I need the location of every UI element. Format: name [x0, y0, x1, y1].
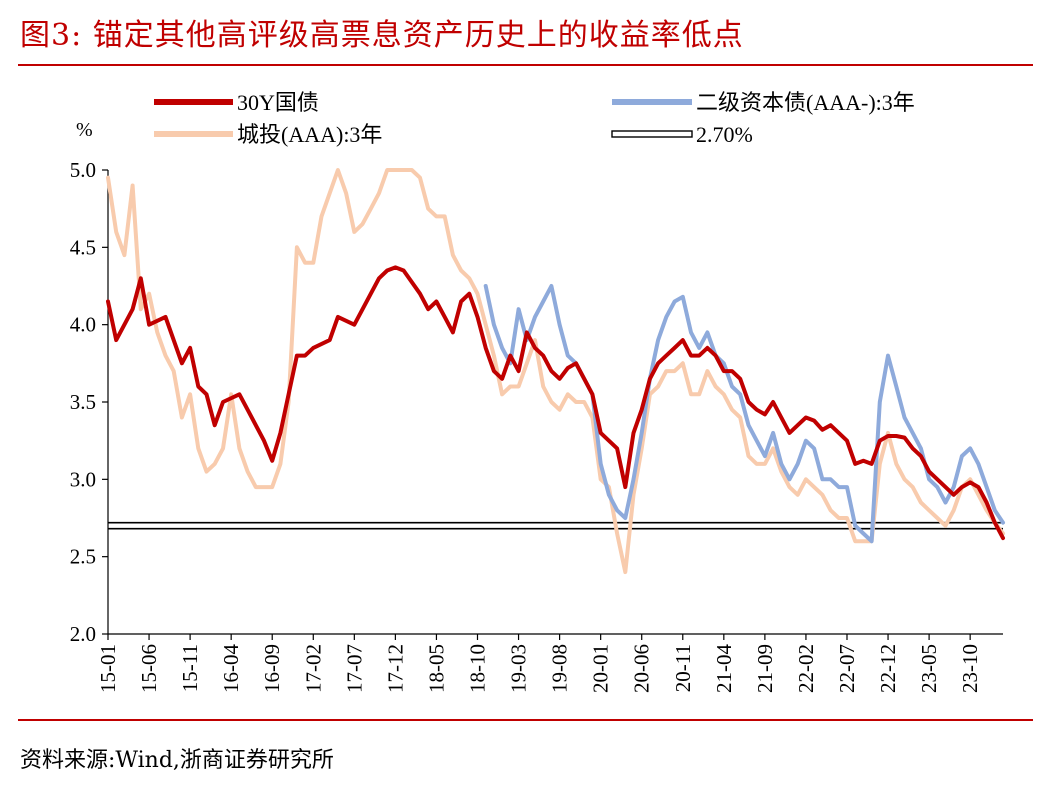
x-tick-label: 23-10 [958, 644, 982, 693]
legend: 30Y国债 二级资本债(AAA-):3年 城投(AAA):3年 2.70% [154, 90, 915, 147]
x-tick-label: 19-03 [507, 644, 531, 693]
x-tick-label: 17-02 [301, 644, 325, 693]
x-tick-label: 23-05 [917, 644, 941, 693]
bottom-rule [18, 719, 1033, 721]
x-tick-label: 16-04 [219, 644, 243, 693]
x-tick-label: 22-02 [794, 644, 818, 693]
x-tick-label: 20-01 [589, 644, 613, 693]
y-tick-label: 5.0 [70, 158, 96, 182]
legend-label-reference: 2.70% [696, 122, 753, 147]
x-tick-label: 18-10 [465, 644, 489, 693]
x-tick-label: 15-06 [137, 644, 161, 693]
x-tick-label: 17-07 [342, 644, 366, 693]
x-axis: 15-01 15-06 15-11 16-04 16-09 17-02 17-07 17-12… [96, 633, 1003, 693]
series-layer [106, 168, 1005, 575]
y-tick-label: 4.0 [70, 313, 96, 337]
source-note: 资料来源:Wind,浙商证券研究所 [20, 748, 334, 773]
reference-line [108, 521, 1003, 530]
x-tick-label: 20-06 [630, 644, 654, 693]
line-chart: 30Y国债 二级资本债(AAA-):3年 城投(AAA):3年 2.70% % … [70, 90, 1005, 693]
y-tick-label: 4.5 [70, 235, 96, 259]
y-unit-label: % [76, 119, 93, 141]
x-tick-label: 22-07 [835, 644, 859, 693]
legend-label-tier2: 二级资本债(AAA-):3年 [696, 90, 915, 115]
x-tick-label: 21-09 [753, 644, 777, 693]
x-tick-label: 18-05 [424, 644, 448, 693]
legend-label-30y: 30Y国债 [237, 90, 319, 115]
x-tick-label: 15-11 [178, 644, 202, 692]
y-tick-label: 3.0 [70, 467, 96, 491]
x-tick-label: 19-08 [548, 644, 572, 693]
series-line-tier2 [483, 284, 1005, 544]
legend-swatch-reference [611, 130, 693, 138]
x-tick-label: 16-09 [260, 644, 284, 693]
y-tick-label: 2.5 [70, 545, 96, 569]
legend-label-chengtou: 城投(AAA):3年 [237, 122, 382, 147]
x-tick-label: 21-04 [712, 644, 736, 693]
x-tick-label: 17-12 [383, 644, 407, 693]
y-axis: 2.0 2.5 3.0 3.5 4.0 4.5 5.0 [70, 158, 109, 646]
x-tick-label: 22-12 [876, 644, 900, 693]
y-tick-label: 2.0 [70, 622, 96, 646]
y-tick-label: 3.5 [70, 390, 96, 414]
x-tick-label: 15-01 [96, 644, 120, 693]
figure-title: 图3: 锚定其他高评级高票息资产历史上的收益率低点 [20, 18, 744, 53]
series-line-ct [106, 168, 1005, 575]
series-line-s30y [106, 265, 1005, 541]
top-rule [18, 64, 1033, 66]
x-tick-label: 20-11 [671, 644, 695, 692]
